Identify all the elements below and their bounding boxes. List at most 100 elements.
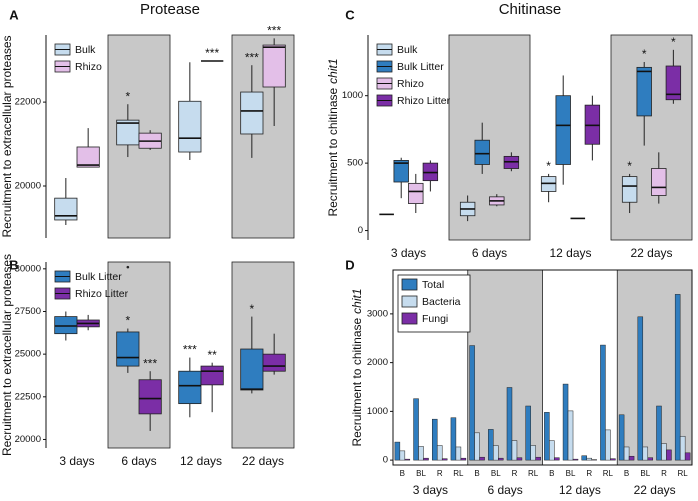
y-tick-label: 27500 [15, 306, 41, 317]
box [54, 197, 78, 221]
y-axis-label: Recruitment to chitinase chit1 [326, 58, 340, 216]
x-tick-label: 3 days [59, 454, 94, 468]
panel-label: D [345, 257, 354, 272]
legend-label: Bulk [397, 44, 418, 56]
bar [637, 316, 644, 461]
legend-label: Bacteria [422, 296, 461, 308]
bar [479, 456, 485, 461]
bar [610, 458, 616, 461]
x-tick-label: 22 days [630, 246, 672, 260]
outlier [126, 265, 130, 269]
legend-swatch [401, 278, 418, 291]
bar [498, 457, 504, 461]
x-tick-label: B [549, 469, 554, 478]
legend-label: Fungi [422, 313, 448, 325]
x-tick-label: BL [566, 469, 576, 478]
column-title: Chitinase [499, 1, 562, 18]
x-group-label: 22 days [634, 483, 676, 497]
significance: * [671, 35, 676, 49]
bar [567, 410, 574, 461]
significance: * [126, 314, 131, 328]
significance: *** [183, 343, 197, 357]
x-tick-label: R [661, 469, 667, 478]
x-tick-label: 6 days [121, 454, 156, 468]
panel-label: B [9, 257, 18, 272]
bar [460, 457, 467, 461]
bar [441, 458, 448, 461]
x-tick-label: 6 days [472, 246, 507, 260]
box [76, 146, 100, 168]
bar [450, 417, 457, 461]
bar [413, 398, 419, 461]
bar [562, 383, 569, 461]
box [240, 348, 264, 391]
bar [474, 432, 480, 461]
bar [394, 441, 401, 461]
legend-label: Rhizo [397, 78, 424, 90]
y-axis-label-text: Recruitment to extracellular proteases [0, 35, 14, 237]
bar [605, 429, 611, 461]
box [393, 160, 409, 183]
x-tick-label: RL [528, 469, 539, 478]
legend-label: Bulk [75, 44, 96, 56]
bar [404, 458, 411, 461]
box [408, 182, 424, 204]
y-tick-label: 25000 [15, 349, 41, 360]
significance: * [627, 159, 632, 173]
bar [469, 345, 475, 461]
bar [684, 452, 691, 461]
bar [493, 445, 499, 461]
x-tick-label: 12 days [180, 454, 222, 468]
bar [581, 455, 587, 461]
x-group-label: 12 days [559, 483, 601, 497]
x-tick-label: B [474, 469, 479, 478]
bar [586, 457, 592, 461]
bar [511, 440, 518, 461]
plot-frame [392, 269, 693, 466]
legend-label: Rhizo [75, 61, 102, 73]
x-tick-label: RL [603, 469, 614, 478]
significance: * [546, 159, 551, 173]
bar [554, 457, 560, 461]
box [555, 95, 571, 165]
x-tick-label: 22 days [242, 454, 284, 468]
bar [647, 457, 654, 461]
significance: * [642, 47, 647, 61]
box [178, 100, 202, 153]
legend-swatch [401, 295, 418, 308]
legend-label: Rhizo Litter [397, 95, 451, 107]
y-tick-label: 1000 [342, 90, 363, 101]
bar [666, 449, 672, 461]
box [240, 91, 264, 135]
bar [516, 457, 523, 461]
significance: ** [207, 348, 217, 362]
bar [544, 412, 550, 461]
y-tick-label: 2000 [367, 357, 388, 368]
y-tick-label: 22000 [15, 97, 41, 108]
bar [488, 429, 494, 461]
y-axis-label: Recruitment to extracellular proteases [0, 35, 14, 237]
box [651, 168, 667, 196]
x-tick-label: BL [416, 469, 426, 478]
y-tick-label: 30000 [15, 263, 41, 274]
box [665, 65, 682, 101]
box [200, 365, 224, 386]
significance: *** [267, 24, 281, 38]
bar [656, 405, 662, 461]
box [54, 316, 78, 335]
x-tick-label: 12 days [549, 246, 591, 260]
bar [535, 456, 541, 461]
significance: * [126, 89, 131, 103]
bar [525, 405, 531, 461]
bar [628, 455, 635, 461]
y-tick-label: 1000 [367, 406, 388, 417]
panel-label: A [9, 7, 19, 22]
legend-swatch [401, 312, 418, 325]
box [621, 176, 638, 203]
significance: *** [205, 46, 219, 60]
box [178, 370, 202, 405]
bar [455, 446, 462, 461]
significance: *** [245, 50, 259, 64]
y-axis-label-italic: chit1 [326, 58, 340, 83]
x-tick-label: B [400, 469, 405, 478]
